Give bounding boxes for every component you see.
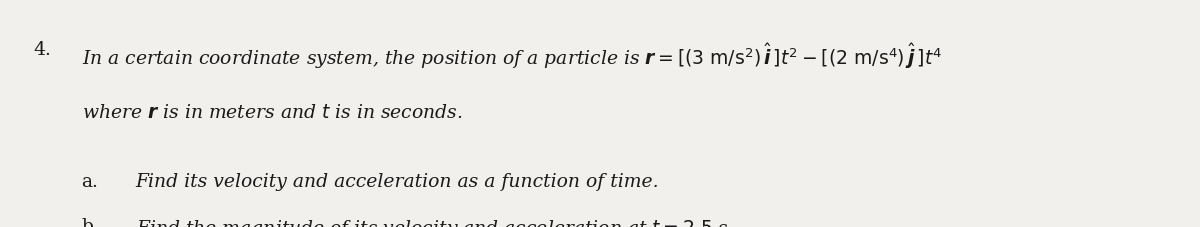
Text: 4.: 4. bbox=[34, 41, 52, 59]
Text: In a certain coordinate system, the position of a particle is $\boldsymbol{r} = : In a certain coordinate system, the posi… bbox=[82, 41, 942, 71]
Text: where $\boldsymbol{r}$ is in meters and $t$ is in seconds.: where $\boldsymbol{r}$ is in meters and … bbox=[82, 104, 462, 122]
Text: Find its velocity and acceleration as a function of time.: Find its velocity and acceleration as a … bbox=[136, 173, 659, 190]
Text: Find the magnitude of its velocity and acceleration at $t = 2.5$ s.: Find the magnitude of its velocity and a… bbox=[136, 218, 733, 227]
Text: b.: b. bbox=[82, 218, 100, 227]
Text: a.: a. bbox=[82, 173, 98, 190]
